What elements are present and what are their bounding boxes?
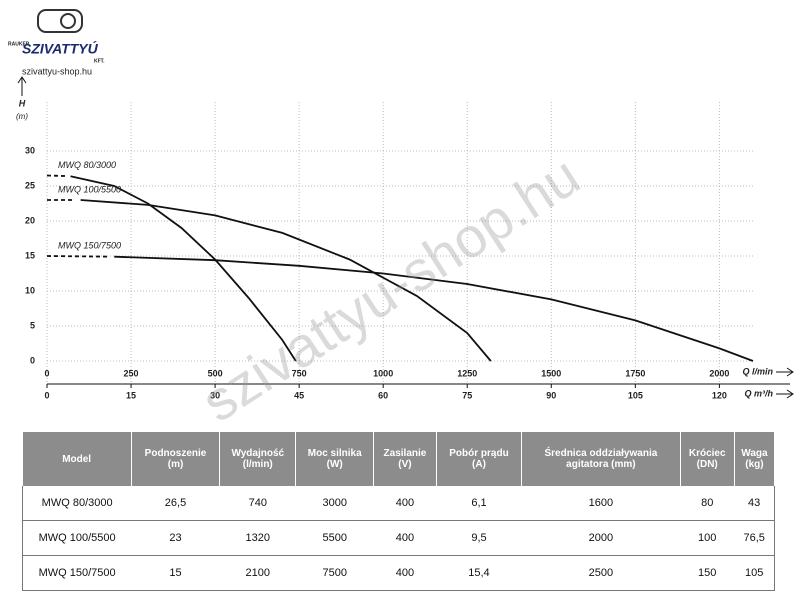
table-cell: MWQ 150/7500 bbox=[22, 555, 132, 591]
y-tick-label: 25 bbox=[25, 180, 35, 190]
table-cell: 1600 bbox=[521, 486, 681, 521]
x-tick-label: 750 bbox=[292, 368, 307, 378]
table-cell: 2500 bbox=[521, 555, 681, 591]
x2-arrow bbox=[776, 389, 794, 399]
x2-tick-label: 60 bbox=[378, 390, 388, 400]
y-tick-label: 30 bbox=[25, 145, 35, 155]
x2-tick-label: 105 bbox=[628, 390, 643, 400]
x-tick-label: 1750 bbox=[625, 368, 645, 378]
table-cell: 76,5 bbox=[734, 520, 776, 556]
y-tick-label: 20 bbox=[25, 215, 35, 225]
curve-label: MWQ 100/5500 bbox=[58, 184, 121, 194]
header-cell: Króciec (DN) bbox=[680, 432, 735, 486]
x-tick-label: 0 bbox=[44, 368, 49, 378]
table-cell: MWQ 80/3000 bbox=[22, 486, 132, 521]
table-cell: 15,4 bbox=[436, 555, 522, 591]
x2-tick-label: 15 bbox=[126, 390, 136, 400]
table-cell: 150 bbox=[680, 555, 735, 591]
table-cell: 7500 bbox=[295, 555, 374, 591]
curve bbox=[46, 255, 754, 362]
chart: RAUKER SZIVATTYÚ KFT. szivattyu-shop.hu … bbox=[8, 9, 794, 400]
table-cell: 740 bbox=[219, 486, 296, 521]
curve-label: MWQ 150/7500 bbox=[58, 240, 121, 250]
table-row: MWQ 80/3000 26,5 740 3000 400 6,1 1600 80 43 bbox=[22, 486, 776, 521]
table-cell: 26,5 bbox=[131, 486, 220, 521]
curve bbox=[46, 174, 297, 362]
table-cell: 1320 bbox=[219, 520, 296, 556]
table-cell: MWQ 100/5500 bbox=[22, 520, 132, 556]
y-arrow bbox=[17, 76, 27, 96]
table-cell: 6,1 bbox=[436, 486, 522, 521]
table-body: MWQ 80/3000 26,5 740 3000 400 6,1 1600 80 43 MWQ … bbox=[22, 486, 776, 591]
x2-tick-label: 0 bbox=[44, 390, 49, 400]
x-tick-label: 500 bbox=[208, 368, 223, 378]
y-tick-label: 5 bbox=[30, 320, 35, 330]
header-cell: Średnica oddziaływania agitatora (mm) bbox=[521, 432, 681, 486]
table-cell: 2000 bbox=[521, 520, 681, 556]
table-row: MWQ 150/7500 15 2100 7500 400 15,4 2500 150 105 bbox=[22, 555, 776, 591]
x-tick-label: 1500 bbox=[541, 368, 561, 378]
x2-axis-label: Q m³/h bbox=[745, 388, 774, 398]
table-cell: 15 bbox=[131, 555, 220, 591]
x-tick-label: 1250 bbox=[457, 368, 477, 378]
table-cell: 23 bbox=[131, 520, 220, 556]
table-cell: 9,5 bbox=[436, 520, 522, 556]
header-cell: Waga (kg) bbox=[734, 432, 776, 486]
x-tick-label: 1000 bbox=[373, 368, 393, 378]
header-cell: Zasilanie (V) bbox=[373, 432, 437, 486]
header-cell: Model bbox=[22, 432, 132, 486]
table-cell: 5500 bbox=[295, 520, 374, 556]
table-cell: 2100 bbox=[219, 555, 296, 591]
table-cell: 100 bbox=[680, 520, 735, 556]
logo-brand: SZIVATTYÚ bbox=[22, 40, 99, 57]
table-cell: 400 bbox=[373, 486, 437, 521]
x2-tick-label: 45 bbox=[294, 390, 304, 400]
logo-url: szivattyu-shop.hu bbox=[22, 66, 92, 76]
y-axis-unit: (m) bbox=[16, 112, 28, 121]
table-cell: 400 bbox=[373, 520, 437, 556]
x2-tick-label: 75 bbox=[462, 390, 472, 400]
y-axis-label: H bbox=[19, 98, 26, 108]
spec-table: Model Podnoszenie (m) Wydajność (l/min) Moc… bbox=[22, 432, 776, 591]
y-tick-label: 0 bbox=[30, 355, 35, 365]
table-cell: 3000 bbox=[295, 486, 374, 521]
x-tick-label: 250 bbox=[124, 368, 139, 378]
x-axis-label: Q l/min bbox=[742, 366, 773, 376]
x2-tick-label: 120 bbox=[712, 390, 727, 400]
curve bbox=[47, 199, 492, 362]
header-cell: Wydajność (l/min) bbox=[219, 432, 297, 486]
logo-pump bbox=[37, 9, 83, 33]
logo-brand-top: RAUKER bbox=[8, 41, 30, 47]
logo: RAUKER SZIVATTYÚ KFT. szivattyu-shop.hu bbox=[8, 9, 105, 76]
y-tick-label: 15 bbox=[25, 250, 35, 260]
curve-label: MWQ 80/3000 bbox=[58, 160, 116, 170]
table-header: Model Podnoszenie (m) Wydajność (l/min) Moc… bbox=[22, 432, 776, 486]
x2-tick-label: 90 bbox=[546, 390, 556, 400]
logo-suffix: KFT. bbox=[94, 58, 105, 64]
y-tick-label: 10 bbox=[25, 285, 35, 295]
table-cell: 80 bbox=[680, 486, 735, 521]
logo-pump-wheel bbox=[60, 13, 76, 29]
x2-tick-label: 30 bbox=[210, 390, 220, 400]
table-cell: 43 bbox=[734, 486, 776, 521]
x-arrow bbox=[776, 367, 794, 377]
header-cell: Podnoszenie (m) bbox=[131, 432, 221, 486]
x-tick-label: 2000 bbox=[709, 368, 729, 378]
table-row: MWQ 100/5500 23 1320 5500 400 9,5 2000 100 76,5 bbox=[22, 520, 776, 556]
table-cell: 400 bbox=[373, 555, 437, 591]
header-cell: Moc silnika (W) bbox=[295, 432, 375, 486]
header-cell: Pobór prądu (A) bbox=[436, 432, 523, 486]
table-cell: 105 bbox=[734, 555, 776, 591]
